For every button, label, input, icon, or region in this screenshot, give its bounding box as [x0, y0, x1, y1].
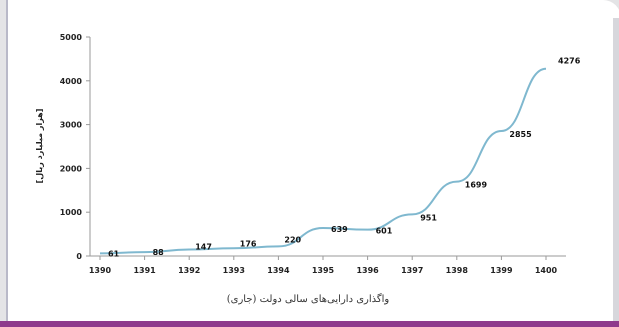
- series-line: [99, 67, 547, 255]
- data-label: 2855: [509, 130, 532, 139]
- chart-card: 0 1000 2000 3000 4000 5000 1390 1391 1392 1393 13…: [6, 0, 619, 322]
- x-tick-labels: 1390 1391 1392 1393 1394 1395 1396 1397 1398 1399…: [89, 256, 558, 275]
- data-label: 601: [376, 227, 393, 236]
- data-label: 88: [153, 248, 165, 257]
- data-label: 61: [108, 249, 120, 258]
- side-strip: [613, 18, 619, 321]
- chart-caption: واگذاری دارایی‌های سالی دولت (جاری): [226, 294, 390, 305]
- x-tick-label: 1399: [490, 266, 513, 275]
- x-tick-label: 1397: [401, 266, 423, 275]
- x-tick-label: 1391: [133, 266, 156, 275]
- series-line-group: [99, 67, 547, 255]
- data-label: 176: [240, 239, 257, 248]
- x-tick-label: 1390: [89, 266, 112, 275]
- y-tick-label: 0: [76, 252, 82, 261]
- y-tick-label: 5000: [60, 33, 83, 42]
- chart-axes: [89, 37, 566, 257]
- bottom-accent-bar: [0, 321, 619, 327]
- y-axis-label: [هزار میلیارد ریال]: [35, 109, 44, 184]
- data-label: 4276: [558, 57, 581, 66]
- y-tick-label: 4000: [60, 77, 83, 86]
- data-label: 147: [195, 243, 212, 252]
- data-labels: 61 88 147 176 220 639 601 951 1699 2855 4276: [108, 57, 581, 259]
- data-label: 639: [331, 225, 348, 234]
- x-tick-label: 1394: [267, 266, 290, 275]
- y-tick-label: 3000: [60, 121, 83, 130]
- y-tick-labels: 0 1000 2000 3000 4000 5000: [60, 33, 90, 261]
- x-tick-label: 1393: [223, 266, 245, 275]
- x-tick-label: 1392: [178, 266, 200, 275]
- data-label: 220: [284, 235, 301, 244]
- data-label: 1699: [465, 181, 488, 190]
- x-tick-label: 1395: [312, 266, 335, 275]
- x-tick-label: 1396: [356, 266, 379, 275]
- y-tick-label: 1000: [60, 208, 83, 217]
- data-label: 951: [420, 213, 437, 222]
- x-tick-label: 1398: [446, 266, 469, 275]
- x-tick-label: 1400: [535, 266, 558, 275]
- y-tick-label: 2000: [60, 164, 83, 173]
